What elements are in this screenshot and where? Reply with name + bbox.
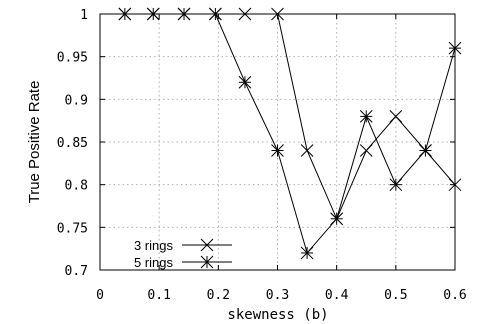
- data-point: [330, 212, 344, 226]
- data-point: [118, 7, 132, 21]
- grid: [100, 14, 455, 270]
- legend-label: 5 rings: [134, 255, 174, 270]
- x-tick-label: 0.3: [266, 288, 289, 303]
- legend-item: 5 rings: [134, 255, 232, 270]
- x-tick-label: 0: [96, 288, 104, 303]
- data-point: [300, 144, 314, 157]
- data-point: [359, 144, 373, 157]
- legend-label: 3 rings: [134, 238, 174, 253]
- axis-ticks: 0 0.1 0.2 0.3 0.4 0.5 0.6 0.7 0.75 0.8 0.85 0.9 0.95…: [57, 8, 467, 303]
- series-line: [124, 13, 456, 254]
- y-tick-label: 0.85: [57, 136, 88, 151]
- data-point: [146, 7, 160, 21]
- y-tick-label: 0.7: [65, 264, 88, 279]
- legend: 3 rings 5 rings: [134, 238, 232, 270]
- data-point: [177, 7, 191, 21]
- legend-item: 3 rings: [134, 238, 232, 253]
- x-tick-label: 0.2: [207, 288, 230, 303]
- data-point: [389, 178, 403, 192]
- data-point: [238, 7, 252, 21]
- x-tick-label: 0.5: [384, 288, 407, 303]
- series-line: [124, 13, 456, 221]
- x-tick-label: 0.6: [443, 288, 466, 303]
- data-point: [271, 7, 284, 21]
- data-point: [448, 41, 462, 55]
- y-tick-label: 0.9: [65, 93, 88, 108]
- data-point: [389, 110, 403, 123]
- x-tick-label: 0.1: [147, 288, 170, 303]
- y-tick-label: 1: [80, 8, 88, 23]
- data-point: [238, 75, 252, 89]
- data-point: [419, 144, 432, 157]
- data-point: [359, 110, 373, 123]
- data-point: [300, 246, 314, 260]
- y-tick-label: 0.8: [65, 179, 88, 194]
- data-point: [271, 144, 284, 157]
- x-axis-title: skewness (b): [227, 307, 328, 323]
- series-layer: [118, 7, 462, 260]
- legend-marker: [200, 238, 214, 252]
- y-axis-title: True Positive Rate: [26, 81, 43, 204]
- legend-marker: [200, 255, 214, 269]
- series-2: [118, 7, 462, 260]
- data-point: [209, 7, 222, 21]
- y-tick-label: 0.75: [57, 221, 88, 236]
- y-tick-label: 0.95: [57, 51, 88, 66]
- data-point: [448, 178, 462, 192]
- x-tick-label: 0.4: [325, 288, 349, 303]
